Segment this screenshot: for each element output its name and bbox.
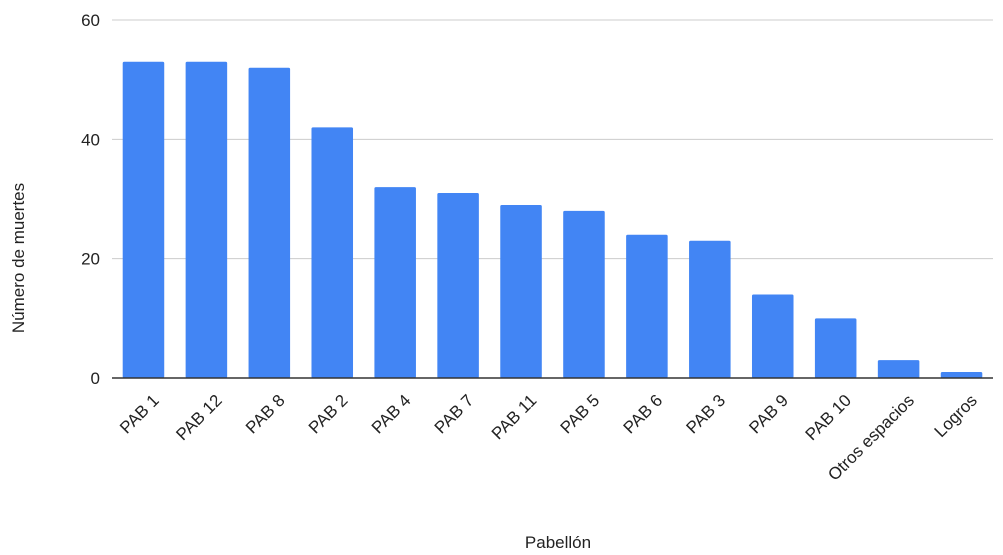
bar bbox=[248, 67, 291, 378]
x-tick-label: PAB 12 bbox=[172, 391, 225, 444]
y-tick-label: 0 bbox=[91, 369, 100, 388]
x-tick-label: PAB 7 bbox=[431, 391, 478, 438]
bar bbox=[689, 240, 731, 378]
bar bbox=[500, 204, 542, 378]
x-tick-label: PAB 10 bbox=[802, 391, 855, 444]
x-tick-label: PAB 9 bbox=[745, 391, 792, 438]
y-tick-label: 40 bbox=[81, 130, 100, 149]
gridlines bbox=[112, 19, 993, 260]
x-tick-label: PAB 1 bbox=[116, 391, 163, 438]
x-tick-label: PAB 3 bbox=[683, 391, 730, 438]
bar bbox=[626, 234, 668, 378]
bar bbox=[185, 61, 228, 379]
y-tick-label: 20 bbox=[81, 250, 100, 269]
x-tick-label: PAB 4 bbox=[368, 391, 415, 438]
bars bbox=[122, 61, 983, 379]
x-tick-label: PAB 6 bbox=[620, 391, 667, 438]
x-tick-label: Logros bbox=[931, 391, 981, 441]
bar bbox=[563, 210, 605, 378]
x-tick-label: PAB 2 bbox=[305, 391, 352, 438]
x-tick-label: PAB 5 bbox=[557, 391, 604, 438]
bar bbox=[311, 127, 354, 379]
x-tick-label: PAB 8 bbox=[242, 391, 289, 438]
bar bbox=[374, 187, 416, 378]
bar bbox=[122, 61, 165, 379]
bar bbox=[751, 294, 794, 378]
bar bbox=[940, 372, 983, 378]
bar bbox=[814, 318, 857, 378]
bar bbox=[877, 360, 920, 378]
y-tick-label: 60 bbox=[81, 11, 100, 30]
bar bbox=[437, 193, 479, 378]
x-axis-label: Pabellón bbox=[525, 533, 591, 550]
y-tick-labels: 0 20 40 60 bbox=[81, 11, 100, 388]
x-tick-labels: PAB 1 PAB 12 PAB 8 PAB 2 PAB 4 PAB 7 PAB 11 PAB… bbox=[116, 391, 981, 485]
x-tick-label: PAB 11 bbox=[488, 391, 540, 443]
y-axis-label: Número de muertes bbox=[9, 183, 28, 333]
